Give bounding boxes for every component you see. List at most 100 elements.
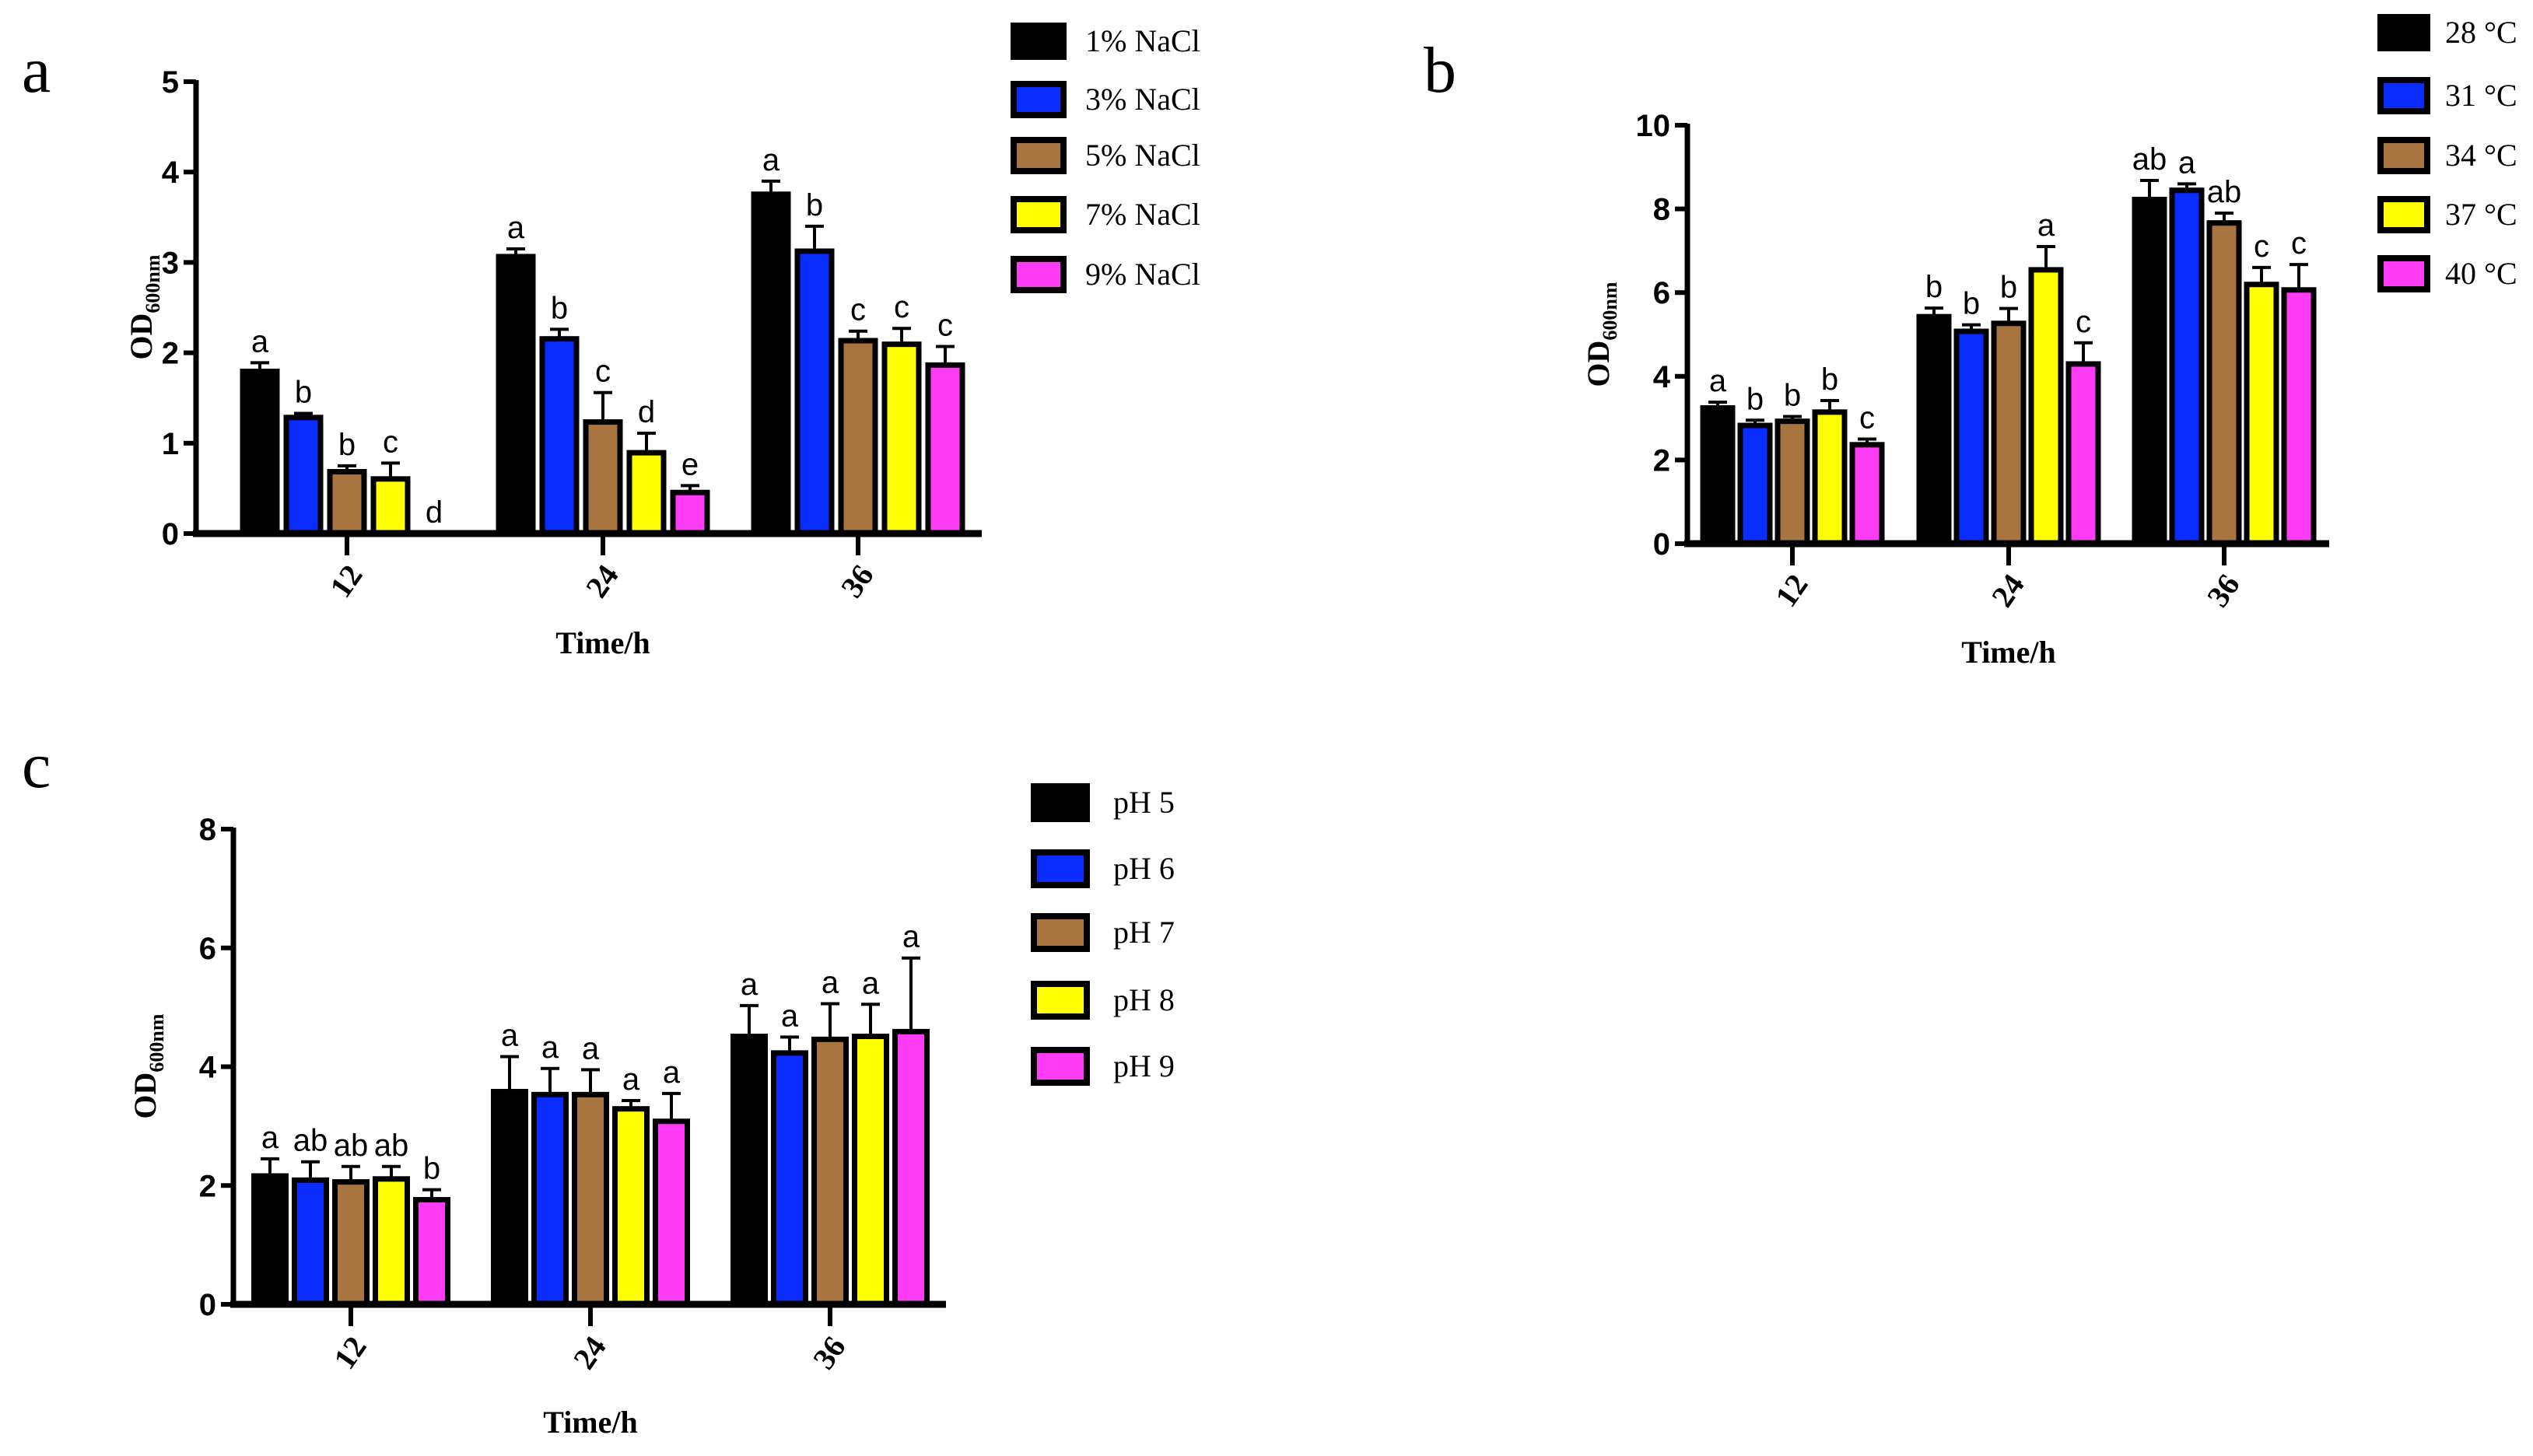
y-tick-label: 1 [162,427,179,461]
y-axis-label: OD600nm [124,254,164,359]
legend-label: 5% NaCl [1085,138,1200,173]
legend-swatch [1011,196,1067,233]
significance-letter: a [622,1062,640,1097]
bar [811,1036,849,1307]
y-tick-label: 8 [199,813,216,847]
x-axis-label: Time/h [1961,635,2056,670]
significance-letter: b [1925,270,1943,304]
y-axis-label-main: OD [128,1073,163,1119]
y-tick-label: 4 [162,156,180,190]
bar [1849,442,1885,547]
legend-swatch [2377,255,2430,292]
bar [892,1028,930,1307]
y-tick-label: 6 [199,932,216,966]
legend-swatch [2377,14,2430,51]
significance-letter: a [582,1031,600,1066]
x-tick-label: 24 [579,558,625,604]
legend-label: 40 °C [2445,256,2517,291]
significance-letter: ab [293,1124,328,1158]
significance-letter: b [295,375,312,409]
bar [730,1033,768,1307]
bar [240,369,280,537]
significance-letter: b [338,428,356,462]
significance-letter: a [741,968,758,1002]
x-tick-label: 24 [566,1330,613,1376]
legend-swatch [1011,23,1067,60]
legend-label: pH 5 [1113,785,1175,820]
bar [1812,409,1848,547]
bar [670,489,710,537]
bar [612,1106,650,1307]
bar [2281,287,2317,547]
significance-letter: ab [2132,142,2167,177]
x-tick-label: 36 [2200,568,2247,614]
legend-swatch [1031,783,1090,822]
bar [496,254,536,537]
bar [332,1179,370,1307]
bar [925,362,965,537]
x-tick-label: 12 [323,558,370,604]
legend-swatch [1011,81,1067,118]
y-axis-label: OD600nm [1581,282,1621,387]
significance-letter: ab [334,1129,369,1163]
legend-label: pH 9 [1113,1048,1175,1083]
bar [539,336,580,537]
y-axis-label-subscript: 600nm [145,1013,168,1072]
legend-swatch [2377,77,2430,114]
bar [413,1197,450,1307]
x-tick-label: 12 [1768,568,1815,614]
legend-swatch [1031,981,1090,1020]
significance-letter: b [806,188,823,222]
bar [373,1176,410,1307]
bar [370,476,411,537]
legend-label: 3% NaCl [1085,82,1200,117]
bar [794,248,835,537]
significance-letter: a [762,143,780,177]
significance-letter: b [2000,271,2017,305]
significance-letter: b [551,291,568,325]
significance-letter: a [501,1019,519,1053]
legend-swatch [1011,137,1067,174]
significance-letter: c [383,425,398,459]
significance-letter: c [1859,401,1875,436]
bar [838,338,878,537]
bar [531,1091,569,1307]
panel-label: c [22,730,51,802]
legend-swatch [1031,849,1090,888]
y-tick-label: 10 [1636,109,1671,143]
bar [852,1033,889,1307]
y-tick-label: 2 [162,337,179,371]
bar [653,1118,690,1307]
significance-letter: c [595,355,611,389]
significance-letter: d [638,395,655,429]
significance-letter: a [663,1055,681,1090]
y-tick-label: 6 [1653,276,1670,310]
bar [626,450,667,537]
legend-label: 31 °C [2445,78,2517,113]
bar [292,1177,329,1307]
panel-label: b [1424,34,1456,107]
significance-letter: a [822,966,839,1000]
x-tick-label: 36 [834,558,881,604]
significance-letter: a [507,211,525,245]
significance-letter: a [2178,145,2196,180]
x-tick-label: 36 [806,1330,853,1376]
significance-letter: a [2037,208,2055,243]
significance-letter: c [2076,305,2091,339]
bar [283,415,324,537]
legend-swatch [2377,196,2430,233]
legend-label: pH 8 [1113,982,1175,1017]
significance-letter: a [781,999,799,1033]
bar [572,1091,609,1307]
x-tick-label: 24 [1985,568,2031,614]
legend-label: pH 7 [1113,915,1175,950]
significance-letter: a [1709,364,1727,398]
bar [1700,404,1736,547]
significance-letter: c [850,293,866,327]
significance-letter: ab [2207,175,2242,209]
significance-letter: c [937,308,953,342]
significance-letter: c [2291,226,2307,261]
bar [1953,328,1989,547]
y-tick-label: 2 [199,1169,216,1203]
